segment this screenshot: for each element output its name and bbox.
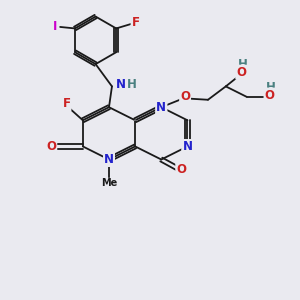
Text: N: N: [182, 140, 193, 153]
Text: N: N: [104, 153, 114, 166]
Text: H: H: [266, 81, 276, 94]
Text: N: N: [182, 140, 193, 153]
Text: F: F: [62, 98, 70, 110]
Text: H: H: [238, 58, 248, 71]
Text: N: N: [156, 101, 166, 114]
Text: Me: Me: [101, 178, 117, 188]
Text: H: H: [127, 78, 137, 92]
Text: I: I: [52, 20, 57, 33]
Text: C: C: [135, 120, 136, 121]
Text: N: N: [156, 101, 166, 114]
Text: F: F: [131, 16, 140, 29]
Text: N: N: [116, 78, 126, 92]
Text: O: O: [180, 90, 190, 103]
Text: N: N: [104, 153, 114, 166]
Text: O: O: [236, 66, 246, 79]
Text: O: O: [265, 88, 275, 101]
Text: O: O: [176, 164, 186, 176]
Text: O: O: [46, 140, 56, 153]
